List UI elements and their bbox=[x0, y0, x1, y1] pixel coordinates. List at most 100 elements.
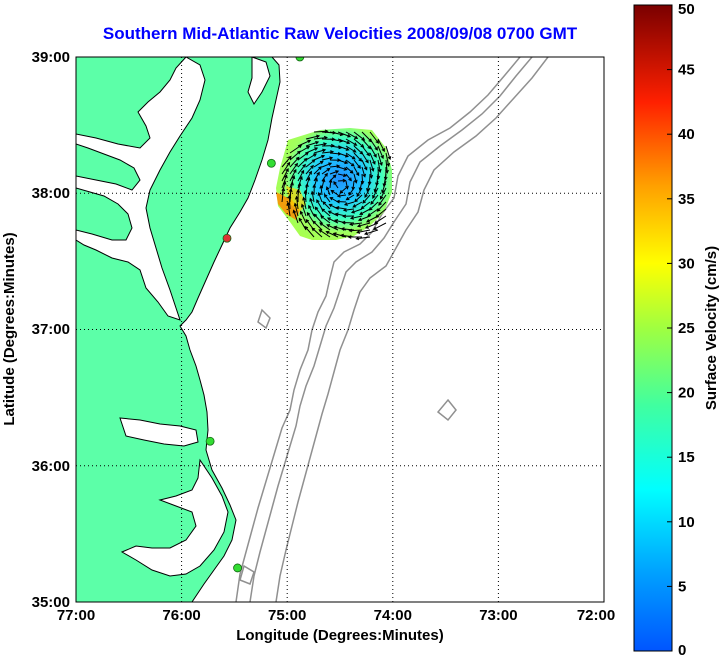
velocity-arrow bbox=[305, 147, 319, 154]
velocity-arrow bbox=[377, 145, 384, 160]
velocity-arrow bbox=[369, 138, 378, 151]
velocity-arrow bbox=[345, 166, 354, 174]
velocity-arrow bbox=[369, 152, 376, 165]
velocity-arrow bbox=[361, 152, 369, 164]
colorbar-tick-label: 20 bbox=[678, 385, 695, 402]
velocity-arrow bbox=[369, 145, 377, 158]
velocity-arrow bbox=[300, 203, 307, 217]
colorbar-tick-label: 50 bbox=[678, 1, 695, 18]
velocity-arrow bbox=[313, 160, 324, 168]
velocity-arrow bbox=[368, 201, 379, 211]
velocity-arrow bbox=[313, 213, 323, 224]
velocity-arrow bbox=[353, 173, 358, 184]
velocity-arrow bbox=[313, 154, 326, 161]
albemarle-sound bbox=[119, 417, 199, 447]
colorbar-tick-label: 5 bbox=[678, 578, 686, 595]
velocity-arrow bbox=[342, 208, 355, 212]
velocity-arrow bbox=[349, 215, 363, 220]
velocity-arrow bbox=[356, 229, 371, 234]
velocity-arrow bbox=[297, 163, 306, 175]
velocity-arrow bbox=[325, 230, 339, 238]
velocity-arrow bbox=[354, 194, 363, 203]
map-frame bbox=[75, 56, 605, 603]
velocity-arrow bbox=[281, 167, 289, 182]
lon-tick-label: 76:00 bbox=[162, 607, 200, 624]
lon-tick-label: 77:00 bbox=[57, 607, 95, 624]
velocity-arrow bbox=[289, 175, 296, 189]
velocity-arrow bbox=[297, 146, 311, 154]
velocity-arrow bbox=[330, 189, 339, 196]
velocity-arrow bbox=[316, 199, 323, 210]
velocity-arrow bbox=[296, 188, 301, 203]
velocity-arrow bbox=[322, 201, 331, 210]
velocity-arrow bbox=[350, 208, 363, 214]
pamlico-sound bbox=[120, 458, 229, 577]
velocity-arrow bbox=[353, 159, 361, 169]
velocity-arrow bbox=[286, 201, 291, 217]
colorbar-tick-label: 25 bbox=[678, 320, 695, 337]
velocity-arrow bbox=[356, 222, 371, 228]
velocity-arrow bbox=[293, 202, 299, 217]
velocity-arrow bbox=[323, 193, 331, 203]
velocity-arrow bbox=[313, 171, 320, 182]
velocity-arrow bbox=[298, 217, 307, 231]
velocity-arrow bbox=[363, 229, 379, 236]
velocity-arrow bbox=[312, 220, 323, 231]
velocity-arrow bbox=[304, 225, 315, 238]
lon-tick-label: 73:00 bbox=[479, 607, 517, 624]
velocity-arrow bbox=[335, 206, 347, 210]
lon-tick-label: 75:00 bbox=[268, 607, 306, 624]
velocity-arrow bbox=[321, 178, 326, 189]
velocity-arrow bbox=[313, 142, 328, 147]
longitude-tick-labels: 77:00 76:00 75:00 74:00 73:00 72:00 bbox=[57, 607, 615, 624]
velocity-arrow bbox=[337, 145, 350, 151]
velocity-arrow bbox=[367, 208, 379, 217]
velocity-arrow bbox=[327, 210, 339, 217]
lat-tick-label: 35:00 bbox=[32, 594, 70, 611]
velocity-arrow bbox=[313, 148, 327, 154]
velocity-arrow bbox=[355, 236, 371, 241]
velocity-arrow bbox=[308, 204, 315, 217]
colorbar-tick-label: 15 bbox=[678, 449, 695, 466]
lat-tick-label: 39:00 bbox=[32, 49, 70, 66]
velocity-arrow bbox=[361, 166, 367, 178]
velocity-arrow bbox=[329, 170, 340, 175]
velocity-arrow bbox=[332, 232, 347, 238]
velocity-arrow bbox=[381, 180, 387, 194]
velocity-arrow bbox=[305, 140, 320, 147]
radar-station-marker bbox=[266, 158, 276, 168]
lon-tick-label: 72:00 bbox=[577, 607, 615, 624]
velocity-arrow bbox=[377, 159, 382, 173]
velocity-arrow bbox=[374, 215, 387, 224]
velocity-arrow bbox=[302, 196, 307, 210]
velocity-arrow bbox=[340, 227, 355, 231]
velocity-arrow bbox=[369, 131, 380, 144]
velocity-arrow bbox=[348, 187, 355, 196]
velocity-arrow bbox=[289, 168, 297, 182]
velocity-arrow bbox=[345, 159, 355, 167]
colorbar-label: Surface Velocity (cm/s) bbox=[703, 246, 720, 410]
velocity-arrow bbox=[333, 180, 339, 189]
velocity-arrow bbox=[321, 208, 331, 217]
velocity-arrow bbox=[297, 169, 305, 182]
velocity-arrow bbox=[309, 197, 315, 210]
velocity-arrow bbox=[305, 164, 314, 175]
velocity-arrow bbox=[313, 166, 323, 175]
velocity-arrow bbox=[345, 194, 355, 201]
velocity-arrow bbox=[385, 152, 391, 168]
lat-tick-label: 36:00 bbox=[32, 458, 70, 475]
velocity-arrow bbox=[364, 187, 371, 199]
velocity-arrow bbox=[337, 131, 352, 138]
velocity-arrow bbox=[303, 189, 308, 203]
lat-tick-label: 37:00 bbox=[32, 321, 70, 338]
x-axis-label: Longitude (Degrees:Minutes) bbox=[236, 627, 444, 644]
colorbar-tick-label: 0 bbox=[678, 642, 686, 659]
velocity-arrow bbox=[370, 194, 379, 205]
velocity-arrow bbox=[317, 191, 323, 203]
velocity-arrow bbox=[375, 208, 387, 218]
velocity-arrow bbox=[281, 187, 286, 203]
velocity-arrow bbox=[372, 222, 387, 230]
